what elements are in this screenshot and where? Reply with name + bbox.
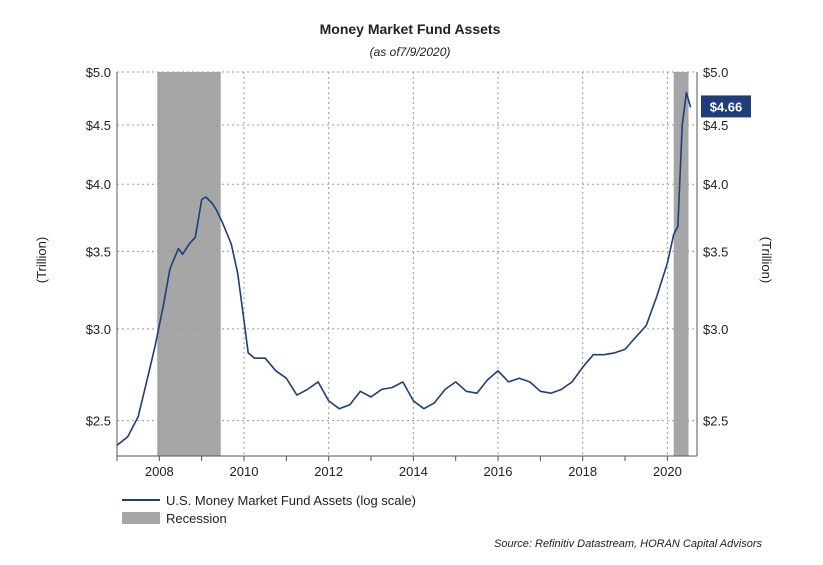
legend: U.S. Money Market Fund Assets (log scale… bbox=[122, 493, 416, 526]
source-note: Source: Refinitiv Datastream, HORAN Capi… bbox=[494, 538, 762, 550]
legend-item-series: U.S. Money Market Fund Assets (log scale… bbox=[166, 493, 416, 508]
x-axis-ticks: 2008 2010 2012 2014 2016 2018 2020 bbox=[145, 464, 682, 479]
axes bbox=[116, 72, 698, 461]
y-tick-label-right: $3.5 bbox=[703, 244, 728, 259]
y-axis-right-ticks: $2.5 $3.0 $3.5 $4.0 $4.5 $5.0 bbox=[703, 65, 728, 429]
y-tick-label-left: $4.0 bbox=[86, 177, 111, 192]
y-tick-label-left: $3.5 bbox=[86, 244, 111, 259]
recession-band-1 bbox=[157, 72, 221, 456]
y-tick-label-right: $2.5 bbox=[703, 414, 728, 429]
y-axis-left-ticks: $2.5 $3.0 $3.5 $4.0 $4.5 $5.0 bbox=[86, 65, 111, 429]
y-tick-label-right: $3.0 bbox=[703, 322, 728, 337]
y-tick-label-left: $5.0 bbox=[86, 65, 111, 80]
y-tick-label-right: $4.0 bbox=[703, 177, 728, 192]
series-line-0 bbox=[116, 91, 692, 446]
y-tick-label-right: $4.5 bbox=[703, 118, 728, 133]
callout-value: $4.66 bbox=[710, 99, 743, 114]
gridlines bbox=[117, 71, 697, 456]
x-tick-label: 2016 bbox=[484, 464, 513, 479]
x-tick-label: 2010 bbox=[230, 464, 259, 479]
legend-item-recession: Recession bbox=[166, 511, 227, 526]
callout-box bbox=[701, 95, 751, 118]
y-tick-label-right: $5.0 bbox=[703, 65, 728, 80]
x-tick-label: 2018 bbox=[568, 464, 597, 479]
last-value-callout: $4.66 bbox=[701, 95, 751, 118]
x-tick-label: 2020 bbox=[653, 464, 682, 479]
y-axis-label-left: (Trillion) bbox=[34, 237, 49, 283]
recession-band-2 bbox=[673, 72, 689, 456]
chart-subtitle: (as of7/9/2020) bbox=[370, 45, 451, 59]
y-tick-label-left: $2.5 bbox=[86, 414, 111, 429]
recession-bands bbox=[157, 72, 689, 456]
legend-recession-swatch bbox=[122, 512, 160, 524]
y-tick-label-left: $4.5 bbox=[86, 118, 111, 133]
y-tick-label-left: $3.0 bbox=[86, 322, 111, 337]
x-tick-label: 2014 bbox=[399, 464, 428, 479]
x-tick-label: 2012 bbox=[314, 464, 343, 479]
x-tick-label: 2008 bbox=[145, 464, 174, 479]
series-layer bbox=[116, 91, 692, 446]
chart-title: Money Market Fund Assets bbox=[320, 21, 501, 37]
y-axis-label-right: (Trillion) bbox=[759, 237, 774, 283]
